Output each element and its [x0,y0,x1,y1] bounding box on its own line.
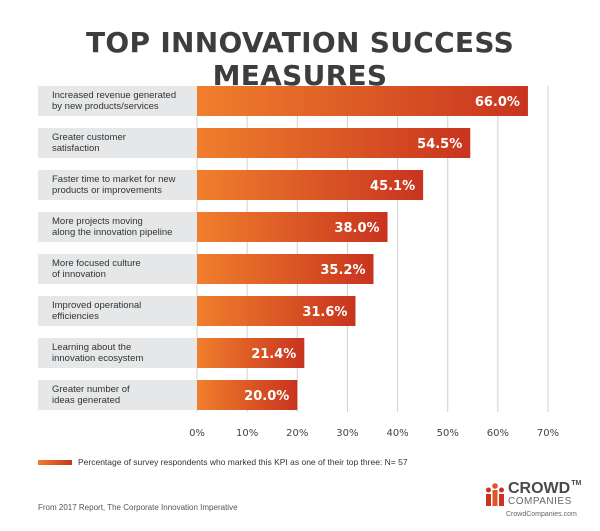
bar-chart: Increased revenue generated by new produc… [38,86,559,467]
bar-value-label: 31.6% [302,305,347,320]
bar-value-label: 66.0% [475,95,520,110]
bar [197,170,424,200]
category-label-bg [38,296,197,326]
x-tick-label: 40% [386,428,408,439]
bar [197,86,528,116]
logo-url: CrowdCompanies.com [506,511,577,518]
category-label-bg [38,212,197,242]
bar-value-label: 45.1% [370,179,415,194]
logo-wordmark: CROWDTM [508,480,582,497]
category-label: Greater customer satisfaction [52,132,126,154]
category-label-bg [38,338,197,368]
source-footnote: From 2017 Report, The Corporate Innovati… [38,503,238,512]
category-label: More focused culture of innovation [52,258,141,280]
legend-label: Percentage of survey respondents who mar… [78,457,408,467]
category-label: Greater number of ideas generated [52,384,130,406]
x-tick-label: 20% [286,428,308,439]
category-label-bg [38,128,197,158]
x-tick-label: 10% [236,428,258,439]
crowd-logo-icon [486,483,504,506]
bar-value-label: 38.0% [334,221,379,236]
bar-value-label: 21.4% [251,347,296,362]
bar [197,212,388,242]
category-label-bg [38,170,197,200]
category-label: More projects moving along the innovation… [52,216,172,238]
category-label: Improved operational efficiencies [52,300,141,322]
x-tick-label: 50% [437,428,459,439]
bar [197,254,374,284]
crowd-companies-logo: CROWDTM COMPANIES CrowdCompanies.com [484,480,584,524]
category-label: Increased revenue generated by new produc… [52,90,176,112]
category-label: Learning about the innovation ecosystem [52,342,143,364]
x-tick-label: 60% [487,428,509,439]
category-label-bg [38,86,197,116]
chart-title: TOP INNOVATION SUCCESS MEASURES [85,26,515,92]
x-tick-label: 30% [336,428,358,439]
bar-value-label: 54.5% [417,137,462,152]
x-tick-label: 0% [189,428,205,439]
bar [197,296,356,326]
bar-value-label: 35.2% [320,263,365,278]
category-label-bg [38,380,197,410]
bar [197,128,471,158]
category-label-bg [38,254,197,284]
category-label: Faster time to market for new products or… [52,174,176,196]
x-tick-label: 70% [537,428,559,439]
bar-value-label: 20.0% [244,389,289,404]
logo-subtitle: COMPANIES [508,496,572,507]
legend-swatch [38,460,72,465]
bar [197,380,298,410]
bar [197,338,305,368]
